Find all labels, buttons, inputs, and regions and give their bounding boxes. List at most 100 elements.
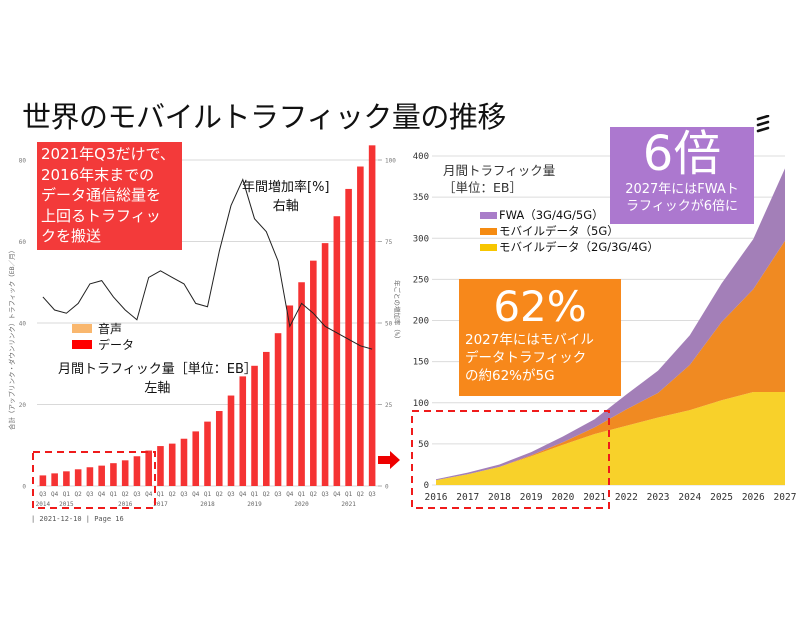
data-bar [110, 463, 117, 486]
y-tick-label: 150 [413, 358, 429, 368]
x-tick-label: Q2 [122, 491, 130, 498]
left-chart-bars [39, 145, 376, 487]
y-tick-label: 250 [413, 275, 429, 285]
x-tick-label: 2027 [774, 492, 797, 503]
y2-tick-label: 25 [385, 402, 393, 409]
y-tick-label: 100 [413, 399, 429, 409]
x-tick-label: Q2 [263, 491, 271, 498]
data-bar [321, 243, 329, 486]
area-series [436, 392, 785, 485]
area-series [436, 240, 785, 481]
x-tick-label: Q3 [39, 491, 47, 498]
x-tick-label: Q2 [216, 491, 224, 498]
x-tick-label: Q4 [51, 491, 59, 498]
data-bar [63, 471, 70, 486]
year-label: 2015 [59, 501, 74, 508]
data-bar [39, 475, 47, 486]
data-bar [333, 216, 341, 487]
growth-rate-axis: 右軸 [272, 199, 299, 214]
data-bar [274, 333, 282, 486]
right-chart-ticks: 0 50 100 150 200 250 300 350 400 [413, 152, 429, 491]
orange-callout-headline: 62% [493, 282, 587, 331]
data-bar [251, 365, 258, 486]
data-bar [298, 282, 305, 486]
red-callout-line: 2021年Q3だけで、 [41, 145, 175, 163]
legend-item-fwa: FWA（3G/4G/5G） [480, 207, 659, 223]
data-bar [51, 473, 58, 486]
x-tick-label: Q3 [321, 491, 329, 498]
fwa-swatch-icon [480, 211, 497, 219]
x-tick-label: 2026 [742, 492, 765, 503]
legend-item-data: データ [72, 336, 134, 352]
x-tick-label: 2018 [488, 492, 511, 503]
x-tick-label: Q3 [369, 491, 377, 498]
data-bar [121, 460, 129, 486]
left-chart-ticks: 0 20 40 60 80 0 25 50 75 100 [19, 158, 396, 491]
x-tick-label: Q1 [345, 491, 353, 498]
arrow-right-icon [378, 451, 400, 469]
data-bar [310, 260, 317, 486]
x-tick-label: 2021 [583, 492, 606, 503]
orange-callout: 62% 2027年にはモバイル データトラフィック の約62%が5G [459, 279, 621, 396]
left-legend: 音声 データ [72, 320, 134, 352]
data-swatch-icon [72, 339, 92, 349]
x-tick-label: Q1 [298, 491, 306, 498]
orange-callout-line: 2027年にはモバイル [465, 332, 594, 348]
y-tick-label: 400 [413, 152, 429, 162]
left-y-axis-label: 合計（アップリンク・ダウンリンク）トラフィック（EB／月） [7, 247, 16, 430]
volume-label: 月間トラフィック量［単位：EB］ [58, 362, 257, 377]
data-bar [239, 376, 247, 486]
x-tick-label: 2024 [678, 492, 701, 503]
legend-label: モバイルデータ（2G/3G/4G） [499, 240, 659, 254]
right-chart-title: 月間トラフィック量 ［単位：EB］ [443, 162, 555, 196]
x-tick-label: Q4 [286, 491, 294, 498]
right-chart-areas [436, 168, 785, 485]
red-callout-line: 上回るトラフィッ [41, 206, 161, 225]
left-chart-x-labels: Q3 Q4 Q1 Q2 Q3 Q4 Q1 Q2 Q3 Q4 Q1 Q2 Q3 Q4 Q1 Q2 Q3 Q4 Q1 Q2… [36, 491, 376, 508]
x-tick-label: 2020 [551, 492, 574, 503]
x-tick-label: Q1 [204, 491, 212, 498]
year-label: 2021 [341, 501, 356, 508]
x-tick-label: Q1 [251, 491, 259, 498]
year-label: 2019 [247, 501, 262, 508]
x-tick-label: 2023 [647, 492, 670, 503]
volume-annotation: 月間トラフィック量［単位：EB］ 左軸 [58, 358, 257, 396]
legend-item-4g: モバイルデータ（2G/3G/4G） [480, 239, 659, 255]
y-tick-label: 300 [413, 234, 429, 244]
y-tick-label: 350 [413, 193, 429, 203]
red-callout: 2021年Q3だけで、 2016年末までの データ通信総量を 上回るトラフィッ … [37, 142, 182, 250]
x-tick-label: Q2 [310, 491, 318, 498]
x-tick-label: Q4 [145, 491, 153, 498]
legend-label: モバイルデータ（5G） [499, 224, 619, 238]
x-tick-label: Q4 [333, 491, 341, 498]
legend-label: 音声 [98, 321, 123, 336]
data-bar [192, 431, 200, 486]
x-tick-label: Q3 [133, 491, 141, 498]
y-tick-label: 40 [19, 321, 27, 328]
right-legend: FWA（3G/4G/5G） モバイルデータ（5G） モバイルデータ（2G/3G/… [480, 207, 659, 255]
growth-rate-label: 年間増加率[%] [242, 180, 330, 195]
voice-swatch-icon [72, 323, 92, 333]
y-tick-label: 60 [19, 239, 27, 246]
y-tick-label: 200 [413, 317, 429, 327]
year-label: 2018 [200, 501, 215, 508]
year-label: 2016 [118, 501, 133, 508]
legend-item-5g: モバイルデータ（5G） [480, 223, 659, 239]
y-tick-label: 80 [19, 158, 27, 165]
data-bar [74, 469, 82, 486]
growth-rate-line [42, 178, 373, 350]
orange-callout-line: データトラフィック [465, 350, 587, 366]
growth-rate-annotation: 年間増加率[%] 右軸 [242, 176, 330, 214]
right-chart-x-labels: 2016 2017 2018 2019 2020 2021 2022 2023 2024 2025… [425, 492, 797, 503]
data-bar [204, 421, 211, 486]
x-tick-label: 2017 [456, 492, 479, 503]
purple-callout-line: 2027年にはFWAト [625, 182, 739, 197]
data-bar [86, 467, 94, 486]
data-bar [263, 351, 270, 486]
volume-axis: 左軸 [144, 381, 171, 396]
x-tick-label: 2016 [425, 492, 448, 503]
x-tick-label: Q2 [169, 491, 177, 498]
data-bar [168, 443, 176, 486]
footer-text: | 2021-12-10 | Page 16 [31, 515, 124, 523]
x-tick-label: Q3 [86, 491, 94, 498]
